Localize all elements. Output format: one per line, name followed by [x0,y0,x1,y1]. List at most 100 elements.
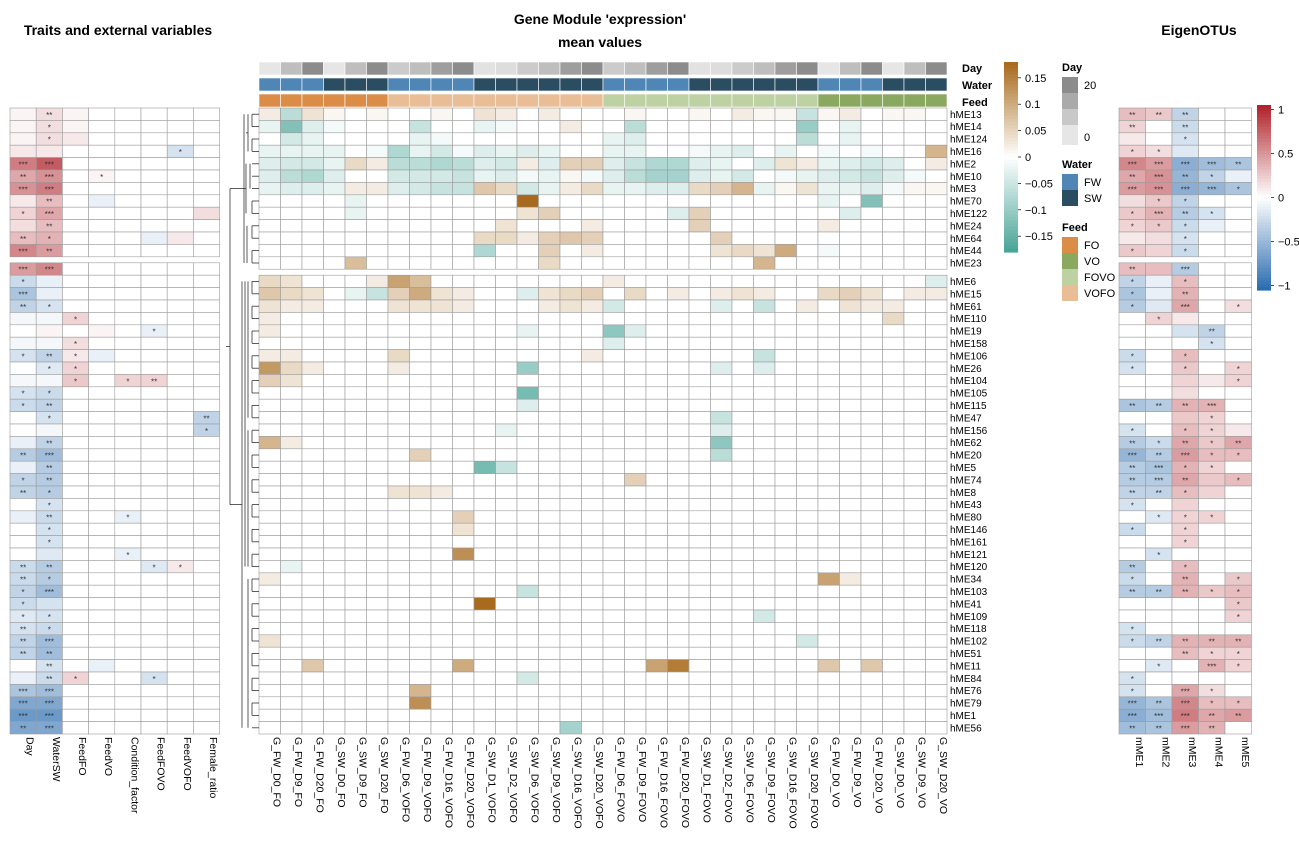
traits-cell [114,671,142,685]
eigenotus-significance: * [1210,173,1213,182]
gene-module-cell [409,374,432,388]
gene-module-cell [667,646,690,660]
gene-module-cell [667,169,690,183]
gene-module-cell [452,386,475,400]
gene-module-column-label: G_FW_D0_FO [270,737,282,807]
colorbar-segment [1004,74,1018,79]
gene-module-cell [323,522,346,536]
eigenotus-significance: * [1184,198,1187,207]
gene-module-cell [323,411,346,425]
gene-module-cell [344,684,367,698]
gene-module-cell [323,696,346,710]
gene-module-cell [903,510,926,524]
traits-cell [166,547,194,561]
gene-module-cell [258,460,281,474]
gene-module-cell [301,634,324,648]
eigenotus-cell [1145,684,1173,698]
eigenotus-significance: * [1184,539,1187,548]
colorbar-segment [1257,225,1271,229]
gene-module-cell [452,206,475,220]
gene-module-cell [839,597,862,611]
gene-module-cell [839,473,862,487]
traits-cell [88,386,116,400]
eigenotus-significance: ** [1129,439,1135,448]
gene-module-cell [409,157,432,171]
gene-module-cell [258,609,281,623]
gene-module-cell [495,423,518,437]
gene-module-cell [860,659,883,673]
gene-module-cell [645,336,668,350]
gene-module-cell [925,312,948,326]
gene-module-cell [753,120,776,134]
gene-module-cell [774,671,797,685]
gene-module-cell [839,609,862,623]
traits-significance: *** [45,712,54,721]
gene-module-heatmap: hME13hME14hME124hME16hME2hME10hME3hME70h… [258,107,988,829]
traits-cell [88,498,116,512]
gene-module-cell [366,206,389,220]
annotation-water-cell [581,77,604,92]
gene-module-cell [882,182,905,196]
gene-module-cell [710,448,733,462]
gene-module-cell [258,535,281,549]
gene-module-cell [882,411,905,425]
gene-module-cell [538,256,561,270]
traits-significance: *** [45,210,54,219]
gene-module-cell [344,386,367,400]
gene-module-cell [387,219,410,233]
eigenotus-significance: * [1184,278,1187,287]
traits-cell [9,324,37,338]
gene-module-cell [344,244,367,258]
traits-cell [140,219,168,233]
annotation-label-day: Day [962,63,983,75]
traits-cell [88,324,116,338]
eigenotus-significance: * [1184,514,1187,523]
gene-module-cell [645,436,668,450]
gene-module-cell [602,671,625,685]
annotation-water-cell [645,77,668,92]
traits-cell [62,386,89,400]
gene-module-cell [366,510,389,524]
gene-module-cell [624,398,647,412]
annotation-day-cell [538,61,561,76]
gene-module-cell [624,157,647,171]
colorbar-segment [1257,151,1271,155]
traits-cell [193,460,220,474]
legend-feed-label-vo: VO [1084,256,1100,268]
gene-module-cell [903,684,926,698]
eigenotus-significance: ** [1156,452,1162,461]
gene-module-cell [624,510,647,524]
gene-module-row-label: hME102 [950,637,988,648]
column-annotation-bars [258,61,948,108]
colorbar-segment [1257,222,1271,226]
gene-module-cell [473,609,496,623]
gene-module-cell [602,609,625,623]
gene-module-cell [258,572,281,586]
annotation-day-cell [516,61,539,76]
gene-module-cell [860,510,883,524]
gene-module-cell [602,169,625,183]
traits-cell [140,535,168,549]
colorbar-segment [1004,248,1018,253]
gene-module-cell [667,436,690,450]
gene-module-cell [796,398,819,412]
gene-module-cell [452,256,475,270]
gene-module-cell [516,219,539,233]
legend-water-swatch-sw [1062,190,1078,206]
gene-module-cell [581,584,604,598]
eigenotus-cell [1171,336,1199,350]
colorbar-segment [1257,132,1271,137]
gene-module-cell [559,349,582,363]
gene-module-cell [602,256,625,270]
gene-module-cell [452,336,475,350]
gene-module-cell [903,696,926,710]
colorbar-tick-label: 0.15 [1025,73,1046,85]
legend-feed-swatch-fo [1062,237,1078,253]
traits-cell [166,411,194,425]
traits-cell [193,374,220,388]
gene-module-cell [688,274,711,288]
gene-module-cell [516,460,539,474]
gene-module-cell [538,584,561,598]
traits-cell [62,219,89,233]
legend-feed-swatch-vofo [1062,285,1078,301]
